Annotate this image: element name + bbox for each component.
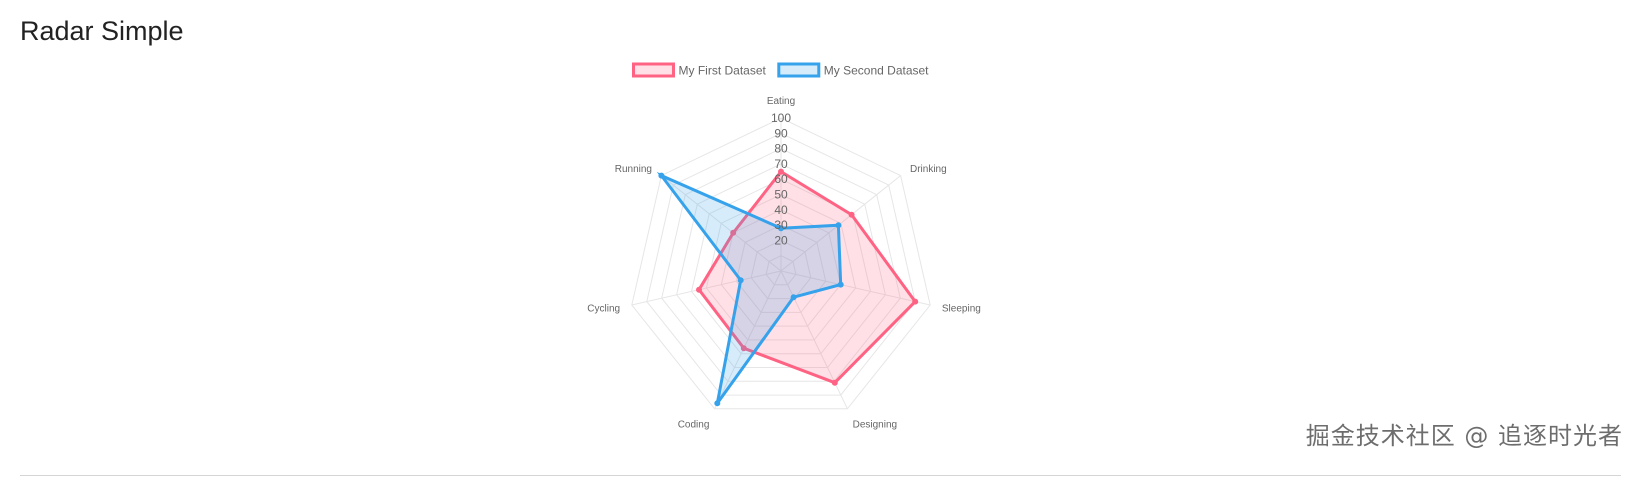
legend-swatch: [632, 62, 675, 78]
tick-label: 90: [774, 126, 788, 140]
data-point[interactable]: [837, 281, 844, 288]
grid-ring: [705, 193, 857, 341]
tick-label: 50: [774, 188, 788, 202]
data-point[interactable]: [848, 211, 855, 218]
axis-label-eating: Eating: [767, 96, 795, 107]
legend-item-2[interactable]: My Second Dataset: [777, 62, 929, 78]
legend-item-1[interactable]: My First Dataset: [632, 62, 767, 78]
axis-label-drinking: Drinking: [910, 164, 947, 175]
data-point[interactable]: [696, 286, 702, 293]
point-labels: Eating Drinking Sleeping Designing Coding Cyc…: [587, 96, 981, 431]
tick-label: 60: [774, 172, 788, 186]
axis-label-sleeping: Sleeping: [942, 304, 981, 315]
angle-line: [780, 270, 848, 410]
grid-ring: [765, 255, 797, 286]
axis-label-coding: Coding: [678, 420, 710, 431]
bottom-divider: [20, 475, 1621, 476]
watermark-text: 掘金技术社区 @ 追逐时光者: [1305, 422, 1623, 450]
tick-label: 20: [774, 233, 788, 247]
data-point[interactable]: [831, 379, 838, 386]
tick-label: 80: [774, 142, 788, 156]
tick-label: 40: [774, 203, 788, 217]
data-point[interactable]: [778, 168, 784, 175]
axis-label-cycling: Cycling: [587, 304, 620, 315]
series-area: [656, 171, 843, 405]
data-point[interactable]: [790, 294, 797, 301]
legend-swatch: [777, 62, 821, 78]
grid-ring: [750, 239, 812, 300]
angle-line: [661, 175, 782, 272]
angle-line: [780, 175, 901, 272]
grid-ring: [720, 209, 842, 327]
data-point[interactable]: [778, 225, 784, 232]
angle-line: [631, 270, 782, 306]
angle-line: [714, 270, 782, 410]
series-2: [656, 171, 844, 407]
radar-grid: [631, 117, 931, 410]
data-point[interactable]: [714, 400, 721, 407]
chart-legend: My First Dataset My Second Dataset: [632, 62, 929, 78]
data-point[interactable]: [912, 298, 919, 305]
data-point[interactable]: [740, 345, 747, 352]
grid-ring: [631, 117, 931, 410]
legend-label: My First Dataset: [679, 64, 767, 78]
data-point[interactable]: [730, 229, 737, 236]
legend-label: My Second Dataset: [824, 64, 929, 78]
data-point[interactable]: [835, 222, 842, 229]
tick-label: 70: [774, 157, 788, 171]
axis-label-running: Running: [615, 164, 652, 175]
tick-label: 30: [774, 218, 788, 232]
grid-ring: [661, 148, 901, 382]
tick-label: 100: [771, 111, 791, 125]
data-point[interactable]: [658, 172, 665, 179]
axis-label-designing: Designing: [853, 420, 897, 431]
series-area: [697, 169, 918, 385]
grid-ring: [646, 132, 916, 396]
series-1: [696, 168, 919, 386]
data-point[interactable]: [737, 277, 744, 284]
grid-ring: [690, 178, 872, 355]
page-title: Radar Simple: [20, 16, 184, 46]
angle-line: [780, 270, 931, 306]
